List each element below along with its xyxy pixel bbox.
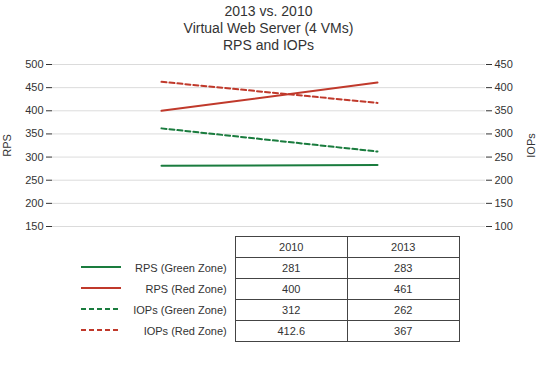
svg-text:IOPs: IOPs: [525, 133, 537, 158]
svg-text:150: 150: [25, 220, 43, 232]
svg-text:300: 300: [495, 127, 513, 139]
svg-text:200: 200: [495, 174, 513, 186]
svg-text:450: 450: [25, 81, 43, 93]
svg-text:350: 350: [25, 127, 43, 139]
svg-text:RPS: RPS: [1, 134, 13, 157]
svg-text:300: 300: [25, 151, 43, 163]
html-text:461: 461: [394, 283, 413, 295]
svg-text:500: 500: [25, 58, 43, 70]
svg-text:400: 400: [25, 104, 43, 116]
html-text:262: 262: [394, 304, 413, 316]
html-text:2013 vs. 2010: 2013 vs. 2010: [224, 3, 313, 19]
html-text:RPS (Red Zone): RPS (Red Zone): [145, 283, 227, 295]
svg-text:250: 250: [25, 174, 43, 186]
svg-text:150: 150: [495, 197, 513, 209]
html-text:IOPs (Red Zone): IOPs (Red Zone): [143, 325, 227, 337]
html-text:281: 281: [282, 262, 301, 274]
svg-text:250: 250: [495, 151, 513, 163]
html-text:RPS (Green Zone): RPS (Green Zone): [135, 262, 227, 274]
html-text:412.6: 412.6: [277, 325, 305, 337]
html-text:400: 400: [282, 283, 301, 295]
svg-text:350: 350: [495, 104, 513, 116]
html-text:RPS and IOPs: RPS and IOPs: [223, 37, 314, 53]
html-text:2010: 2010: [279, 241, 304, 253]
html-text:2013: 2013: [391, 241, 416, 253]
html-text:Virtual Web Server (4 VMs): Virtual Web Server (4 VMs): [183, 20, 354, 36]
svg-text:450: 450: [495, 58, 513, 70]
html-text:IOPs (Green Zone): IOPs (Green Zone): [133, 304, 227, 316]
svg-text:400: 400: [495, 81, 513, 93]
html-text:367: 367: [394, 325, 413, 337]
html-text:283: 283: [394, 262, 413, 274]
html-text:312: 312: [282, 304, 301, 316]
svg-text:200: 200: [25, 197, 43, 209]
svg-text:100: 100: [495, 220, 513, 232]
